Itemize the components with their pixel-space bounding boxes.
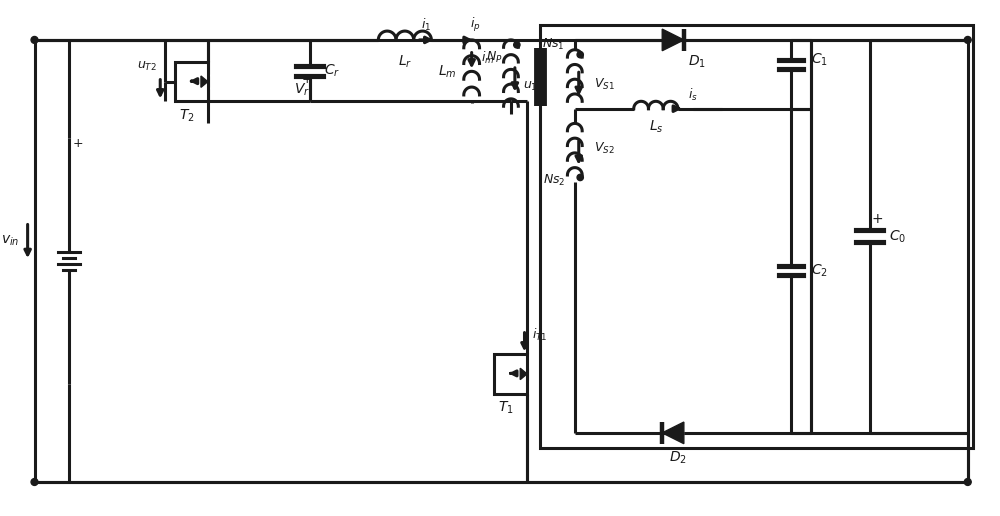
Text: $u_{T2}$: $u_{T2}$ [137, 60, 157, 73]
FancyBboxPatch shape [494, 354, 527, 394]
Text: $C_1$: $C_1$ [811, 52, 828, 68]
Circle shape [577, 174, 583, 181]
Text: $i_p$: $i_p$ [470, 16, 481, 34]
Text: $V_{S1}$: $V_{S1}$ [594, 76, 615, 92]
Text: $C_r$: $C_r$ [324, 62, 341, 79]
Text: $V_{S2}$: $V_{S2}$ [594, 140, 615, 155]
Text: $i_1$: $i_1$ [421, 17, 432, 33]
Text: $i_{T1}$: $i_{T1}$ [532, 327, 548, 343]
Text: $u_1$: $u_1$ [523, 80, 537, 93]
Text: $Ns_1$: $Ns_1$ [542, 37, 565, 53]
Text: $i_m$: $i_m$ [481, 50, 495, 66]
Text: $N_P$: $N_P$ [486, 50, 503, 65]
Text: $T_1$: $T_1$ [498, 400, 514, 416]
Polygon shape [520, 368, 527, 380]
Circle shape [31, 478, 38, 486]
Text: $L_m$: $L_m$ [438, 63, 456, 79]
Text: $i_s$: $i_s$ [688, 87, 698, 103]
Text: $C_2$: $C_2$ [811, 263, 827, 279]
Text: +: + [301, 73, 312, 86]
Text: +: + [872, 212, 883, 225]
Text: $V_r$: $V_r$ [294, 82, 310, 99]
Circle shape [514, 42, 520, 48]
Circle shape [577, 52, 583, 58]
Circle shape [964, 37, 971, 43]
Text: $T_2$: $T_2$ [179, 108, 195, 124]
Text: $C_0$: $C_0$ [889, 228, 906, 245]
Text: $v_{in}$: $v_{in}$ [1, 234, 20, 249]
Text: +: + [72, 137, 83, 150]
Polygon shape [662, 29, 684, 51]
Circle shape [31, 37, 38, 43]
FancyBboxPatch shape [175, 62, 208, 101]
Circle shape [964, 478, 971, 486]
Text: $D_1$: $D_1$ [688, 53, 706, 70]
Text: $L_r$: $L_r$ [398, 53, 412, 70]
Polygon shape [201, 76, 208, 87]
Text: $D_2$: $D_2$ [669, 449, 687, 465]
Text: $L_s$: $L_s$ [649, 118, 663, 135]
Text: $Ns_2$: $Ns_2$ [543, 173, 565, 188]
Polygon shape [662, 422, 684, 444]
